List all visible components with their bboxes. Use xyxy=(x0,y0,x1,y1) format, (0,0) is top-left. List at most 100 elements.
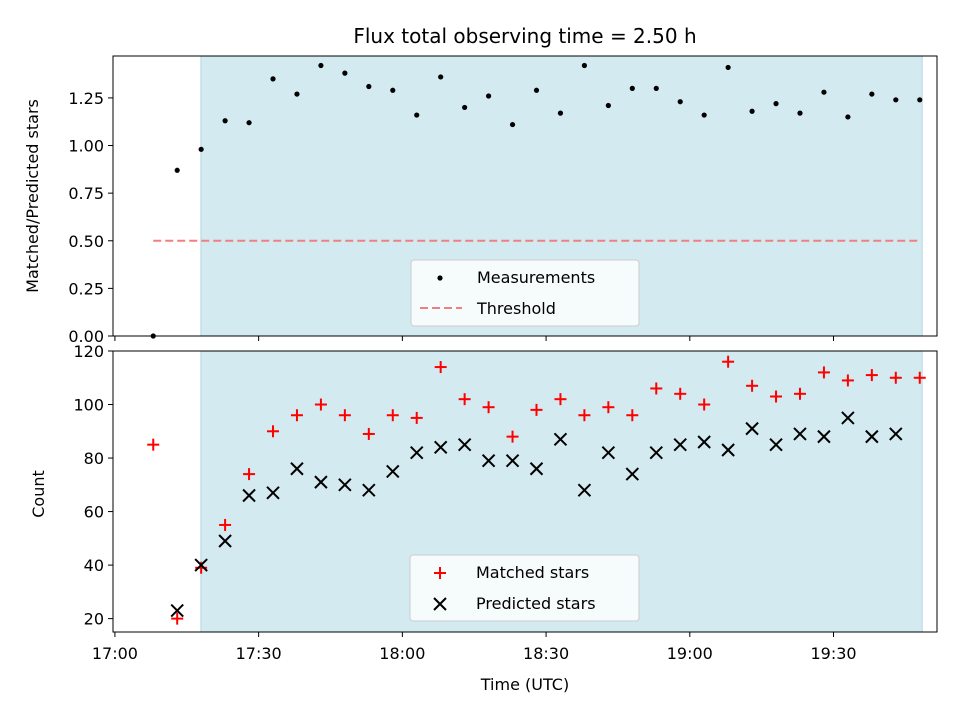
measurement-point xyxy=(174,167,180,173)
predicted-star-point xyxy=(745,421,759,436)
legend-bottom-box xyxy=(409,554,640,622)
matched-star-point xyxy=(578,409,591,422)
measurement-point xyxy=(557,110,564,116)
measurement-point xyxy=(509,121,516,128)
predicted-star-point xyxy=(793,427,807,441)
predicted-star-point xyxy=(529,462,544,476)
legend-matched-label: Matched stars xyxy=(476,563,589,582)
y-tick-label-bottom: 60 xyxy=(84,503,104,522)
measurement-point xyxy=(533,87,540,93)
y-tick-label-bottom: 20 xyxy=(84,610,104,629)
legend-top-box xyxy=(410,259,640,327)
predicted-star-point xyxy=(505,454,520,468)
measurement-point xyxy=(246,120,252,126)
measurement-point xyxy=(773,101,779,107)
predicted-star-point xyxy=(817,429,831,444)
y-tick-label-top: 0.75 xyxy=(68,184,104,203)
y-tick-label-bottom: 40 xyxy=(84,556,104,575)
matched-star-point xyxy=(458,393,471,406)
y-tick-label-bottom: 120 xyxy=(73,342,104,361)
bottom-panel-marks xyxy=(147,355,926,625)
top-panel-frame xyxy=(112,55,938,337)
matched-star-point xyxy=(219,518,232,531)
matched-star-point xyxy=(602,401,615,414)
matched-star-point xyxy=(290,409,303,422)
measurement-point xyxy=(797,110,803,116)
matched-star-point xyxy=(626,409,639,422)
measurement-point xyxy=(342,70,348,76)
y-tick-label-bottom: 100 xyxy=(73,396,104,415)
matched-star-point xyxy=(554,393,567,406)
legend-top: Measurements Threshold xyxy=(410,259,640,327)
predicted-star-point xyxy=(889,427,903,441)
matched-star-point xyxy=(793,387,806,400)
matched-star-point xyxy=(770,390,783,403)
predicted-star-point xyxy=(601,445,616,460)
predicted-star-point xyxy=(194,558,208,572)
predicted-star-point xyxy=(338,478,352,492)
measurement-point xyxy=(294,91,300,97)
matched-star-point xyxy=(889,371,902,384)
legend-predicted-marker xyxy=(433,597,447,611)
matched-star-point xyxy=(746,379,759,392)
matched-star-point xyxy=(338,409,351,422)
matched-star-point xyxy=(913,371,926,384)
matched-star-point xyxy=(267,425,280,438)
measurement-point xyxy=(438,74,444,80)
y-tick-label-top: 1.00 xyxy=(68,137,104,156)
predicted-star-point xyxy=(841,411,855,425)
measurement-point xyxy=(677,99,683,105)
measurement-point xyxy=(629,85,635,91)
axis-ticks: 0.00 0.25 0.50 0.75 1.00 1.25 20 40 60 80 100 120 17… xyxy=(68,89,856,663)
predicted-star-point xyxy=(290,462,304,476)
predicted-star-point xyxy=(314,475,328,489)
matched-star-point xyxy=(650,382,663,395)
x-axis-label: Time (UTC) xyxy=(480,675,569,694)
legend-bottom: Matched stars Predicted stars xyxy=(409,554,640,622)
measurement-point xyxy=(485,93,492,99)
matched-star-point xyxy=(506,430,519,443)
matched-star-point xyxy=(434,361,447,374)
measurement-point xyxy=(749,108,755,114)
predicted-star-point xyxy=(218,534,232,548)
predicted-star-point xyxy=(673,437,687,452)
predicted-star-point xyxy=(697,435,711,449)
legend-matched-marker xyxy=(434,567,446,579)
matched-star-point xyxy=(482,401,495,414)
y-tick-label-top: 1.25 xyxy=(68,89,104,108)
predicted-star-point xyxy=(410,445,424,460)
predicted-star-point xyxy=(170,603,184,618)
matched-star-point xyxy=(410,411,423,424)
matched-star-point xyxy=(841,374,854,387)
measurement-point xyxy=(366,83,372,90)
x-tick-label: 18:00 xyxy=(379,644,425,663)
measurement-point xyxy=(893,97,899,103)
measurement-point xyxy=(605,102,611,109)
measurement-point xyxy=(390,87,396,93)
x-tick-label: 17:30 xyxy=(236,644,282,663)
measurement-point xyxy=(701,112,707,118)
matched-star-point xyxy=(530,403,543,416)
predicted-star-point xyxy=(625,467,640,481)
y-tick-label-top: 0.25 xyxy=(68,279,104,298)
x-tick-label: 19:00 xyxy=(667,644,713,663)
legend-measurements-marker xyxy=(437,275,443,281)
predicted-star-point xyxy=(577,483,592,497)
matched-star-point xyxy=(865,369,878,382)
top-panel-marks xyxy=(150,62,923,339)
measurement-point xyxy=(653,85,659,91)
y-tick-label-bottom: 80 xyxy=(84,449,104,468)
measurement-point xyxy=(821,89,827,95)
bottom-panel-frame xyxy=(112,350,938,633)
y-axis-label-bottom: Count xyxy=(29,470,48,518)
matched-star-point xyxy=(698,398,711,411)
measurement-point xyxy=(581,62,588,69)
measurement-point xyxy=(198,146,204,152)
predicted-star-point xyxy=(481,454,496,468)
measurement-point xyxy=(725,64,731,71)
measurement-point xyxy=(222,118,228,124)
legend-predicted-label: Predicted stars xyxy=(476,594,596,613)
matched-star-point xyxy=(722,355,735,368)
measurement-point xyxy=(270,76,276,82)
